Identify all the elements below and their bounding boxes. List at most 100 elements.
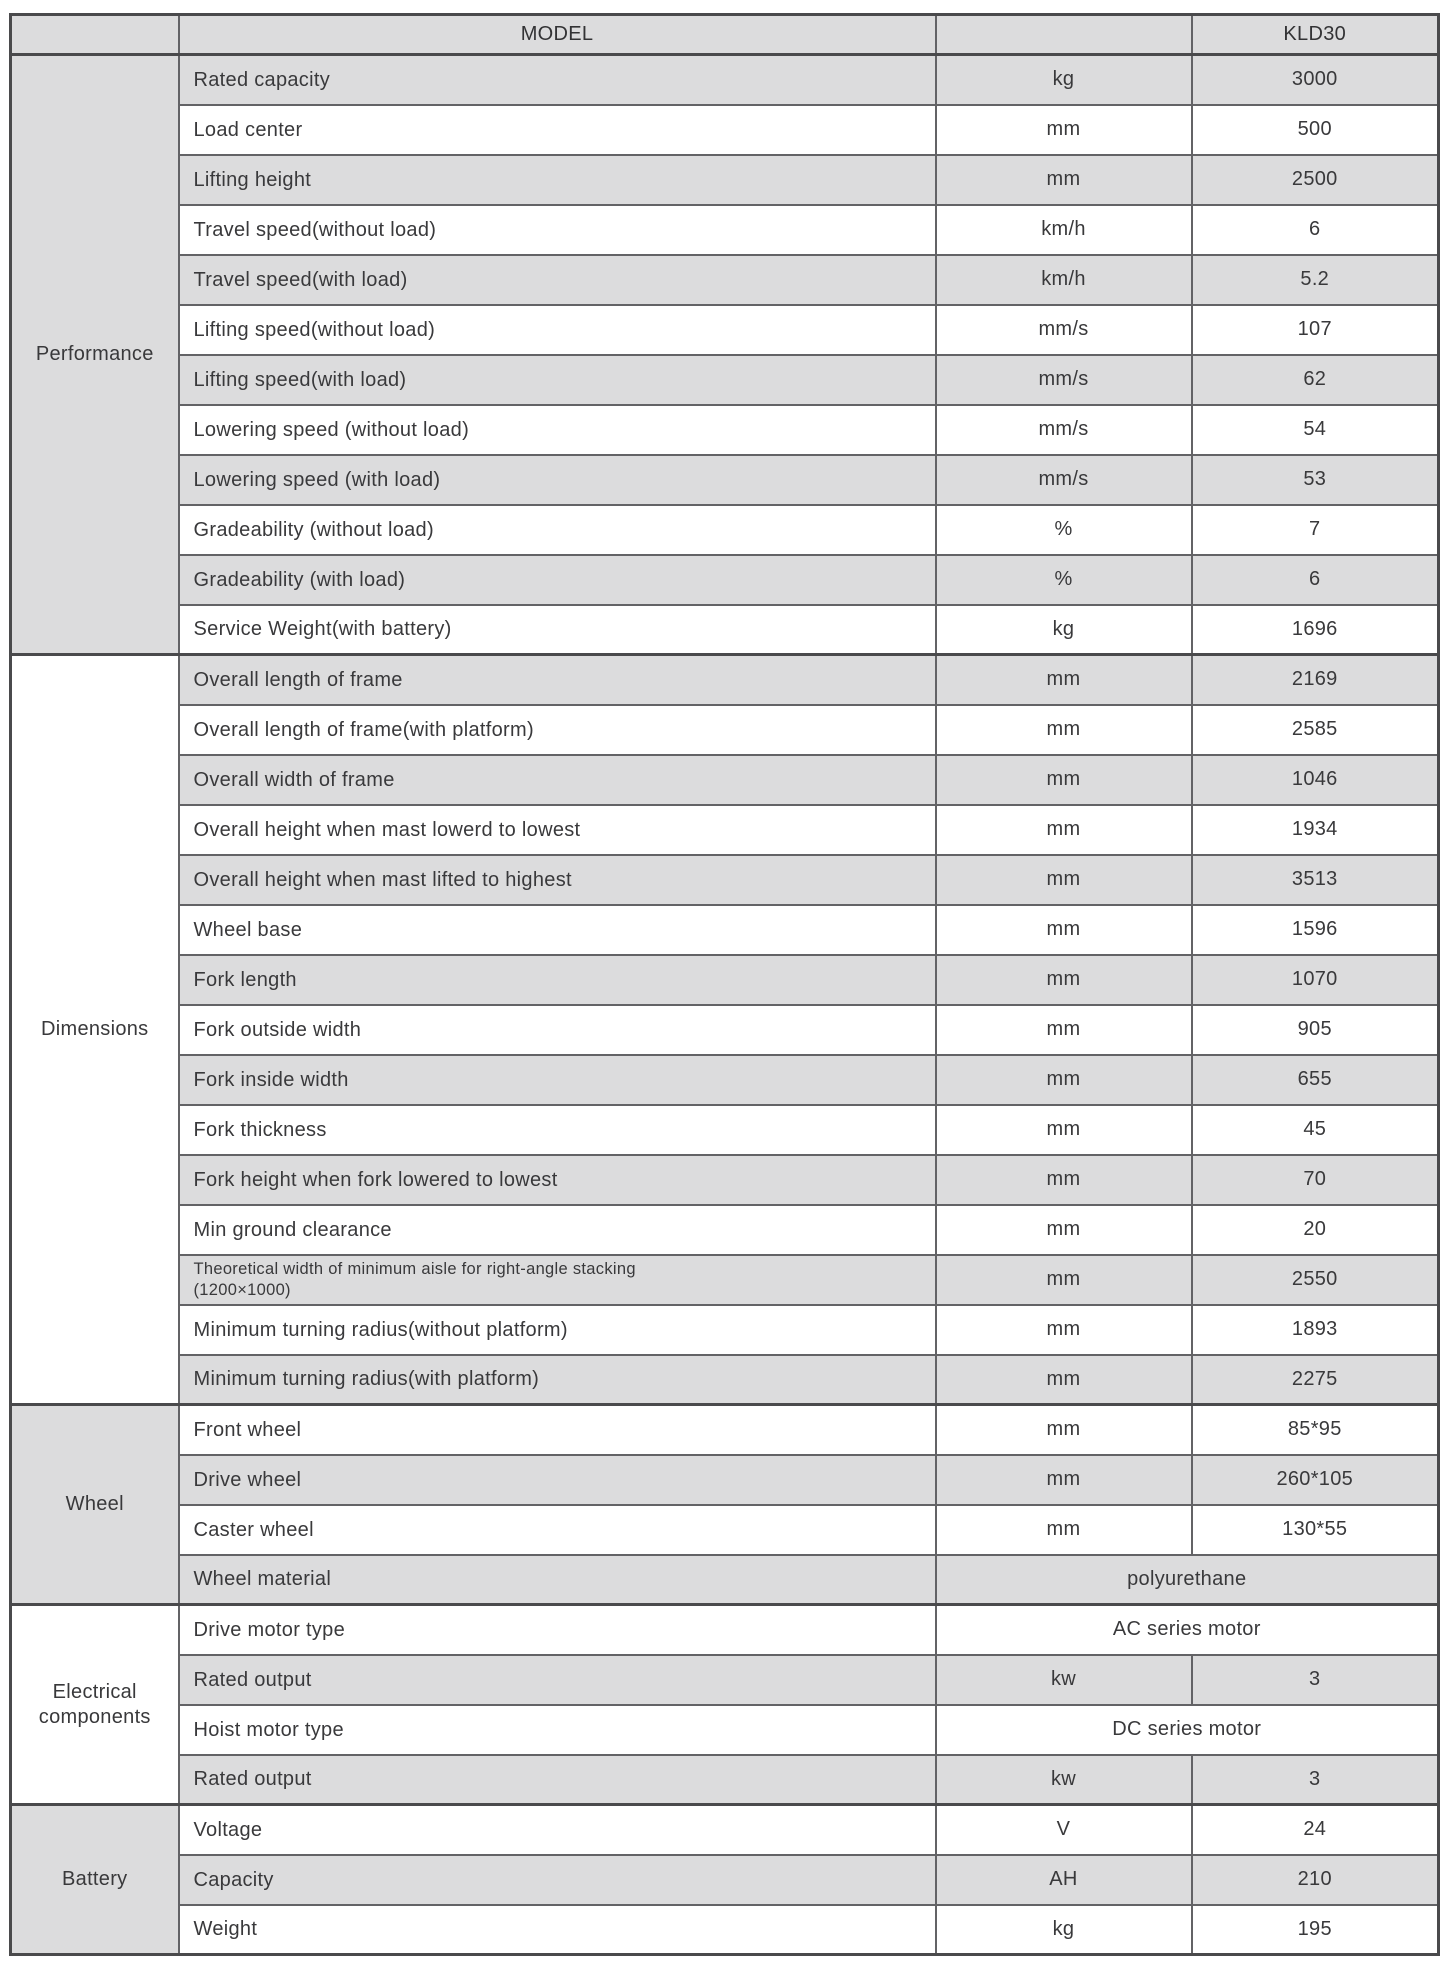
spec-label: Travel speed(with load) xyxy=(177,253,937,306)
spec-label: Lowering speed (with load) xyxy=(177,453,937,506)
spec-label: Caster wheel xyxy=(177,1503,937,1556)
spec-value: 195 xyxy=(1190,1903,1440,1956)
spec-label: Weight xyxy=(177,1903,937,1956)
spec-unit: AH xyxy=(934,1853,1193,1906)
section-header-wheel: Wheel xyxy=(9,1403,180,1606)
spec-unit: mm/s xyxy=(934,303,1193,356)
section-header-dimensions: Dimensions xyxy=(9,653,180,1406)
spec-unit: mm xyxy=(934,1003,1193,1056)
spec-value: 905 xyxy=(1190,1003,1440,1056)
spec-value: 260*105 xyxy=(1190,1453,1440,1506)
section-header-performance: Performance xyxy=(9,53,180,656)
spec-value: 20 xyxy=(1190,1203,1440,1256)
spec-unit: mm xyxy=(934,903,1193,956)
table-row: Rated output kw 3 xyxy=(11,1753,1440,1806)
spec-value: 3000 xyxy=(1190,53,1440,106)
spec-value: 24 xyxy=(1190,1803,1440,1856)
spec-value: 500 xyxy=(1190,103,1440,156)
spec-unit: mm xyxy=(934,1103,1193,1156)
table-row: Drive wheel mm 260*105 xyxy=(11,1453,1440,1506)
spec-value: 655 xyxy=(1190,1053,1440,1106)
spec-label: Drive wheel xyxy=(177,1453,937,1506)
spec-label: Lifting height xyxy=(177,153,937,206)
spec-value: 210 xyxy=(1190,1853,1440,1906)
spec-value: 3 xyxy=(1190,1753,1440,1806)
table-row: Battery Voltage V 24 xyxy=(9,1803,1440,1956)
spec-label: Drive motor type xyxy=(177,1603,937,1656)
table-row: Theoretical width of minimum aisle for r… xyxy=(11,1253,1440,1306)
spec-unit: kw xyxy=(934,1753,1193,1806)
spec-label: Fork height when fork lowered to lowest xyxy=(177,1153,937,1206)
spec-value: 1934 xyxy=(1190,803,1440,856)
spec-label: Gradeability (without load) xyxy=(177,503,937,556)
unit-header-cell xyxy=(934,13,1193,56)
section-header-battery: Battery xyxy=(9,1803,180,1956)
spec-unit: V xyxy=(934,1803,1193,1856)
spec-value: 54 xyxy=(1190,403,1440,456)
spec-unit: mm xyxy=(934,953,1193,1006)
spec-label: Wheel base xyxy=(177,903,937,956)
spec-label: Load center xyxy=(177,103,937,156)
spec-label: Front wheel xyxy=(177,1403,937,1456)
spec-unit: mm xyxy=(934,153,1193,206)
spec-unit: mm xyxy=(934,103,1193,156)
table-row: Wheel Front wheel mm 85*95 xyxy=(9,1403,1440,1606)
spec-value: 5.2 xyxy=(1190,253,1440,306)
spec-unit: mm xyxy=(934,1203,1193,1256)
table-row: Minimum turning radius(without platform)… xyxy=(11,1303,1440,1356)
table-row: Overall height when mast lifted to highe… xyxy=(11,853,1440,906)
spec-label: Min ground clearance xyxy=(177,1203,937,1256)
spec-label: Overall height when mast lifted to highe… xyxy=(177,853,937,906)
table-row: Wheel base mm 1596 xyxy=(11,903,1440,956)
table-row: Travel speed(without load) km/h 6 xyxy=(11,203,1440,256)
table-row: Lifting height mm 2500 xyxy=(11,153,1440,206)
table-row: Performance Rated capacity kg 3000 xyxy=(9,53,1440,656)
table-row: Lifting speed(with load) mm/s 62 xyxy=(11,353,1440,406)
spec-label: Minimum turning radius(with platform) xyxy=(177,1353,937,1406)
table-row: Fork length mm 1070 xyxy=(11,953,1440,1006)
spec-label: Rated capacity xyxy=(177,53,937,106)
header-corner-cell xyxy=(9,13,180,56)
table-row: Overall length of frame(with platform) m… xyxy=(11,703,1440,756)
table-row: Load center mm 500 xyxy=(11,103,1440,156)
spec-value: 1596 xyxy=(1190,903,1440,956)
spec-value: 53 xyxy=(1190,453,1440,506)
spec-label: Hoist motor type xyxy=(177,1703,937,1756)
table-row: Travel speed(with load) km/h 5.2 xyxy=(11,253,1440,306)
spec-value: 2550 xyxy=(1190,1253,1440,1306)
spec-unit: mm xyxy=(934,803,1193,856)
table-row: Minimum turning radius(with platform) mm… xyxy=(11,1353,1440,1406)
spec-label: Theoretical width of minimum aisle for r… xyxy=(177,1253,937,1306)
table-row: Hoist motor type DC series motor xyxy=(11,1703,1440,1756)
spec-value: 1070 xyxy=(1190,953,1440,1006)
spec-label: Lifting speed(without load) xyxy=(177,303,937,356)
table-header-row: MODEL KLD30 xyxy=(9,13,1440,56)
spec-value: 6 xyxy=(1190,203,1440,256)
spec-unit: mm xyxy=(934,1403,1193,1456)
spec-label: Overall length of frame xyxy=(177,653,937,706)
spec-label: Rated output xyxy=(177,1753,937,1806)
spec-value: 2275 xyxy=(1190,1353,1440,1406)
spec-label: Overall width of frame xyxy=(177,753,937,806)
spec-value: 2500 xyxy=(1190,153,1440,206)
table-row: Weight kg 195 xyxy=(11,1903,1440,1956)
spec-unit: mm xyxy=(934,1053,1193,1106)
spec-label: Voltage xyxy=(177,1803,937,1856)
spec-label: Overall length of frame(with platform) xyxy=(177,703,937,756)
spec-value: 130*55 xyxy=(1190,1503,1440,1556)
table-row: Lowering speed (without load) mm/s 54 xyxy=(11,403,1440,456)
spec-value: 6 xyxy=(1190,553,1440,606)
spec-label: Lifting speed(with load) xyxy=(177,353,937,406)
spec-unit: mm xyxy=(934,753,1193,806)
table-row: Gradeability (without load) % 7 xyxy=(11,503,1440,556)
spec-label: Wheel material xyxy=(177,1553,937,1606)
model-value-header-cell: KLD30 xyxy=(1190,13,1440,56)
spec-label: Travel speed(without load) xyxy=(177,203,937,256)
spec-label: Capacity xyxy=(177,1853,937,1906)
table-row: Lifting speed(without load) mm/s 107 xyxy=(11,303,1440,356)
table-row: Wheel material polyurethane xyxy=(11,1553,1440,1606)
spec-unit: kg xyxy=(934,603,1193,656)
spec-unit: mm xyxy=(934,1253,1193,1306)
spec-label: Minimum turning radius(without platform) xyxy=(177,1303,937,1356)
